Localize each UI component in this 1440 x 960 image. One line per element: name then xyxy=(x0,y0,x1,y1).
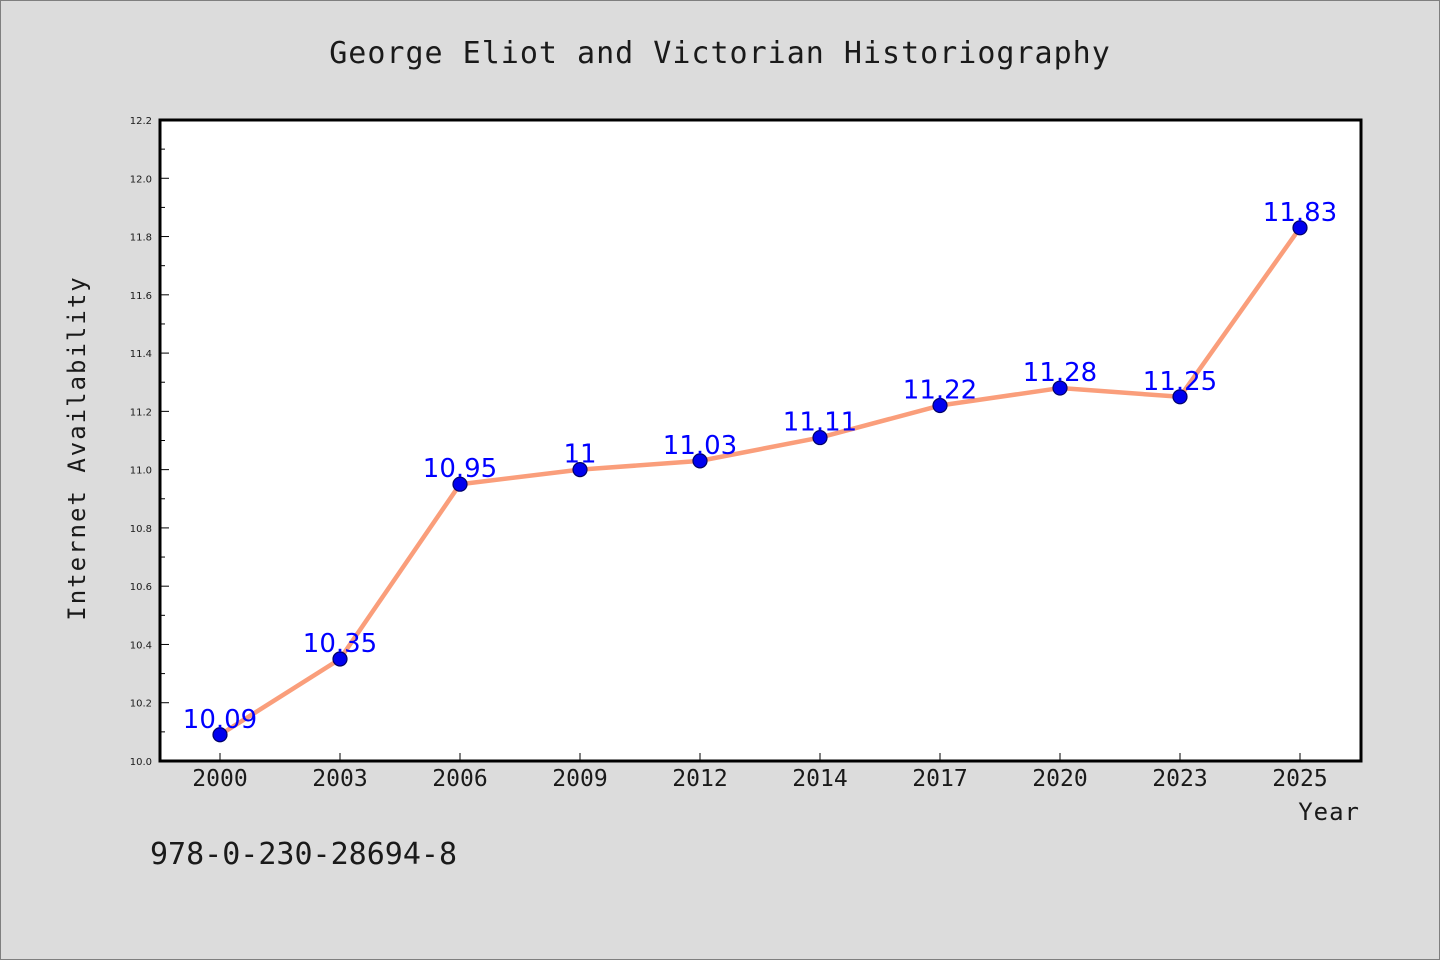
data-point xyxy=(332,651,348,667)
plot-frame xyxy=(158,118,1363,763)
data-point xyxy=(1172,389,1188,405)
x-tick-label: 2014 xyxy=(792,766,847,792)
data-point xyxy=(212,727,228,743)
data-label: 10.35 xyxy=(303,629,377,659)
y-tick-label: 11.2 xyxy=(130,407,152,418)
series-markers xyxy=(212,220,1308,743)
data-point xyxy=(932,397,948,414)
data-point xyxy=(812,429,828,446)
y-tick-label: 11.6 xyxy=(130,291,152,302)
data-label: 11 xyxy=(563,440,596,470)
y-tick-label: 10.0 xyxy=(130,757,152,768)
x-tick-label: 2009 xyxy=(552,766,607,792)
data-point xyxy=(692,453,708,469)
x-tick-label: 2020 xyxy=(1032,766,1087,792)
data-point xyxy=(572,462,588,478)
x-axis-label: Year xyxy=(1298,798,1360,826)
data-label: 11.25 xyxy=(1143,367,1217,397)
x-axis-ticks: 2000 2003 2006 2009 2012 2014 2017 2020 2023 2025 xyxy=(192,753,1328,792)
data-label: 10.95 xyxy=(423,454,497,484)
x-tick-label: 2023 xyxy=(1152,766,1207,792)
data-point xyxy=(1052,380,1068,396)
series-line xyxy=(217,225,1303,738)
y-tick-label: 10.2 xyxy=(130,699,152,710)
y-tick-label: 12.2 xyxy=(130,116,152,127)
x-tick-label: 2025 xyxy=(1272,766,1327,792)
data-label: 11.22 xyxy=(903,376,977,406)
data-label: 10.09 xyxy=(183,705,257,735)
y-tick-label: 11.0 xyxy=(130,466,152,477)
x-tick-label: 2000 xyxy=(192,766,247,792)
data-label: 11.28 xyxy=(1023,358,1097,388)
data-point xyxy=(452,476,468,492)
data-label: 11.03 xyxy=(663,431,737,461)
x-tick-label: 2003 xyxy=(312,766,367,792)
chart-title: George Eliot and Victorian Historiograph… xyxy=(329,36,1111,71)
data-labels: 10.09 10.35 10.95 11 11.03 11.11 11.22 11.28 11.… xyxy=(183,198,1337,735)
y-tick-label: 12.0 xyxy=(130,174,152,185)
plot-area xyxy=(160,120,1361,761)
data-label: 11.11 xyxy=(783,408,857,438)
y-tick-label: 10.8 xyxy=(130,524,152,535)
y-tick-label: 10.4 xyxy=(130,640,152,651)
page-identifier: 978-0-230-28694-8 xyxy=(150,837,457,872)
data-point xyxy=(1292,220,1308,236)
y-tick-label: 11.4 xyxy=(130,349,152,360)
y-tick-label: 11.8 xyxy=(130,233,152,244)
y-tick-label: 10.6 xyxy=(130,582,152,593)
series-line-group xyxy=(217,225,1303,738)
x-tick-label: 2017 xyxy=(912,766,967,792)
data-label: 11.83 xyxy=(1263,198,1337,228)
y-axis-label: Internet Availability xyxy=(63,275,91,620)
x-tick-label: 2006 xyxy=(432,766,487,792)
x-tick-label: 2012 xyxy=(672,766,727,792)
